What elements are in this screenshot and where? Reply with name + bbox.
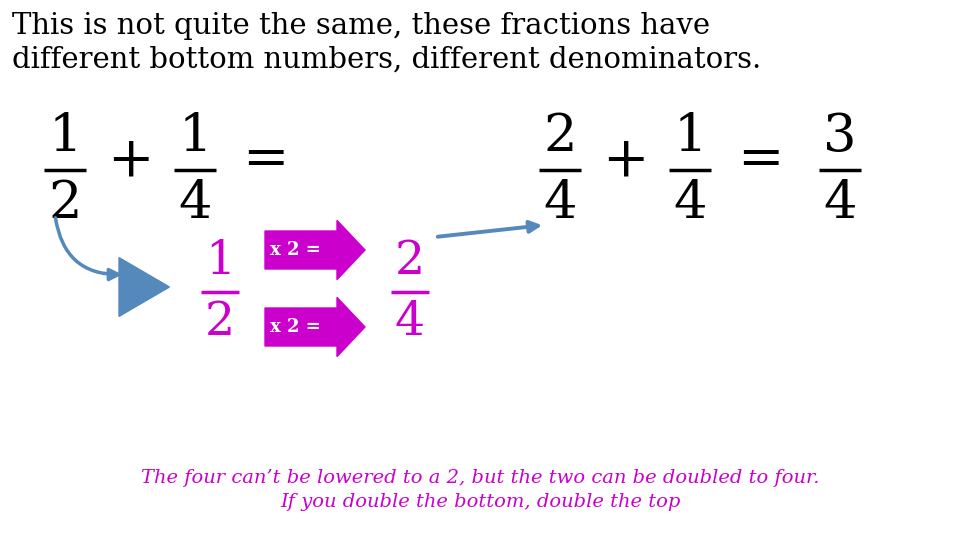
Text: 1: 1	[673, 111, 707, 162]
Text: +: +	[107, 133, 154, 187]
Text: If you double the bottom, double the top: If you double the bottom, double the top	[279, 493, 681, 511]
Text: This is not quite the same, these fractions have: This is not quite the same, these fracti…	[12, 12, 710, 40]
Text: 4: 4	[543, 178, 577, 229]
Text: different bottom numbers, different denominators.: different bottom numbers, different deno…	[12, 46, 761, 74]
Text: 2: 2	[543, 111, 577, 162]
Text: 4: 4	[824, 178, 856, 229]
Text: =: =	[242, 133, 288, 187]
Text: x 2 =: x 2 =	[270, 241, 321, 259]
Text: 2: 2	[48, 178, 82, 229]
Text: =: =	[736, 133, 783, 187]
Text: +: +	[602, 133, 648, 187]
Text: x 2 =: x 2 =	[270, 318, 321, 336]
Text: 4: 4	[179, 178, 212, 229]
Polygon shape	[265, 298, 365, 356]
Text: 4: 4	[395, 300, 425, 345]
Text: 1: 1	[204, 239, 235, 284]
Text: 3: 3	[824, 111, 856, 162]
Text: 4: 4	[673, 178, 707, 229]
Text: 1: 1	[179, 111, 212, 162]
Polygon shape	[265, 220, 365, 280]
Text: 2: 2	[204, 300, 235, 345]
Polygon shape	[119, 258, 169, 316]
Text: 1: 1	[48, 111, 82, 162]
Text: The four can’t be lowered to a 2, but the two can be doubled to four.: The four can’t be lowered to a 2, but th…	[141, 469, 819, 487]
Text: 2: 2	[395, 239, 425, 284]
